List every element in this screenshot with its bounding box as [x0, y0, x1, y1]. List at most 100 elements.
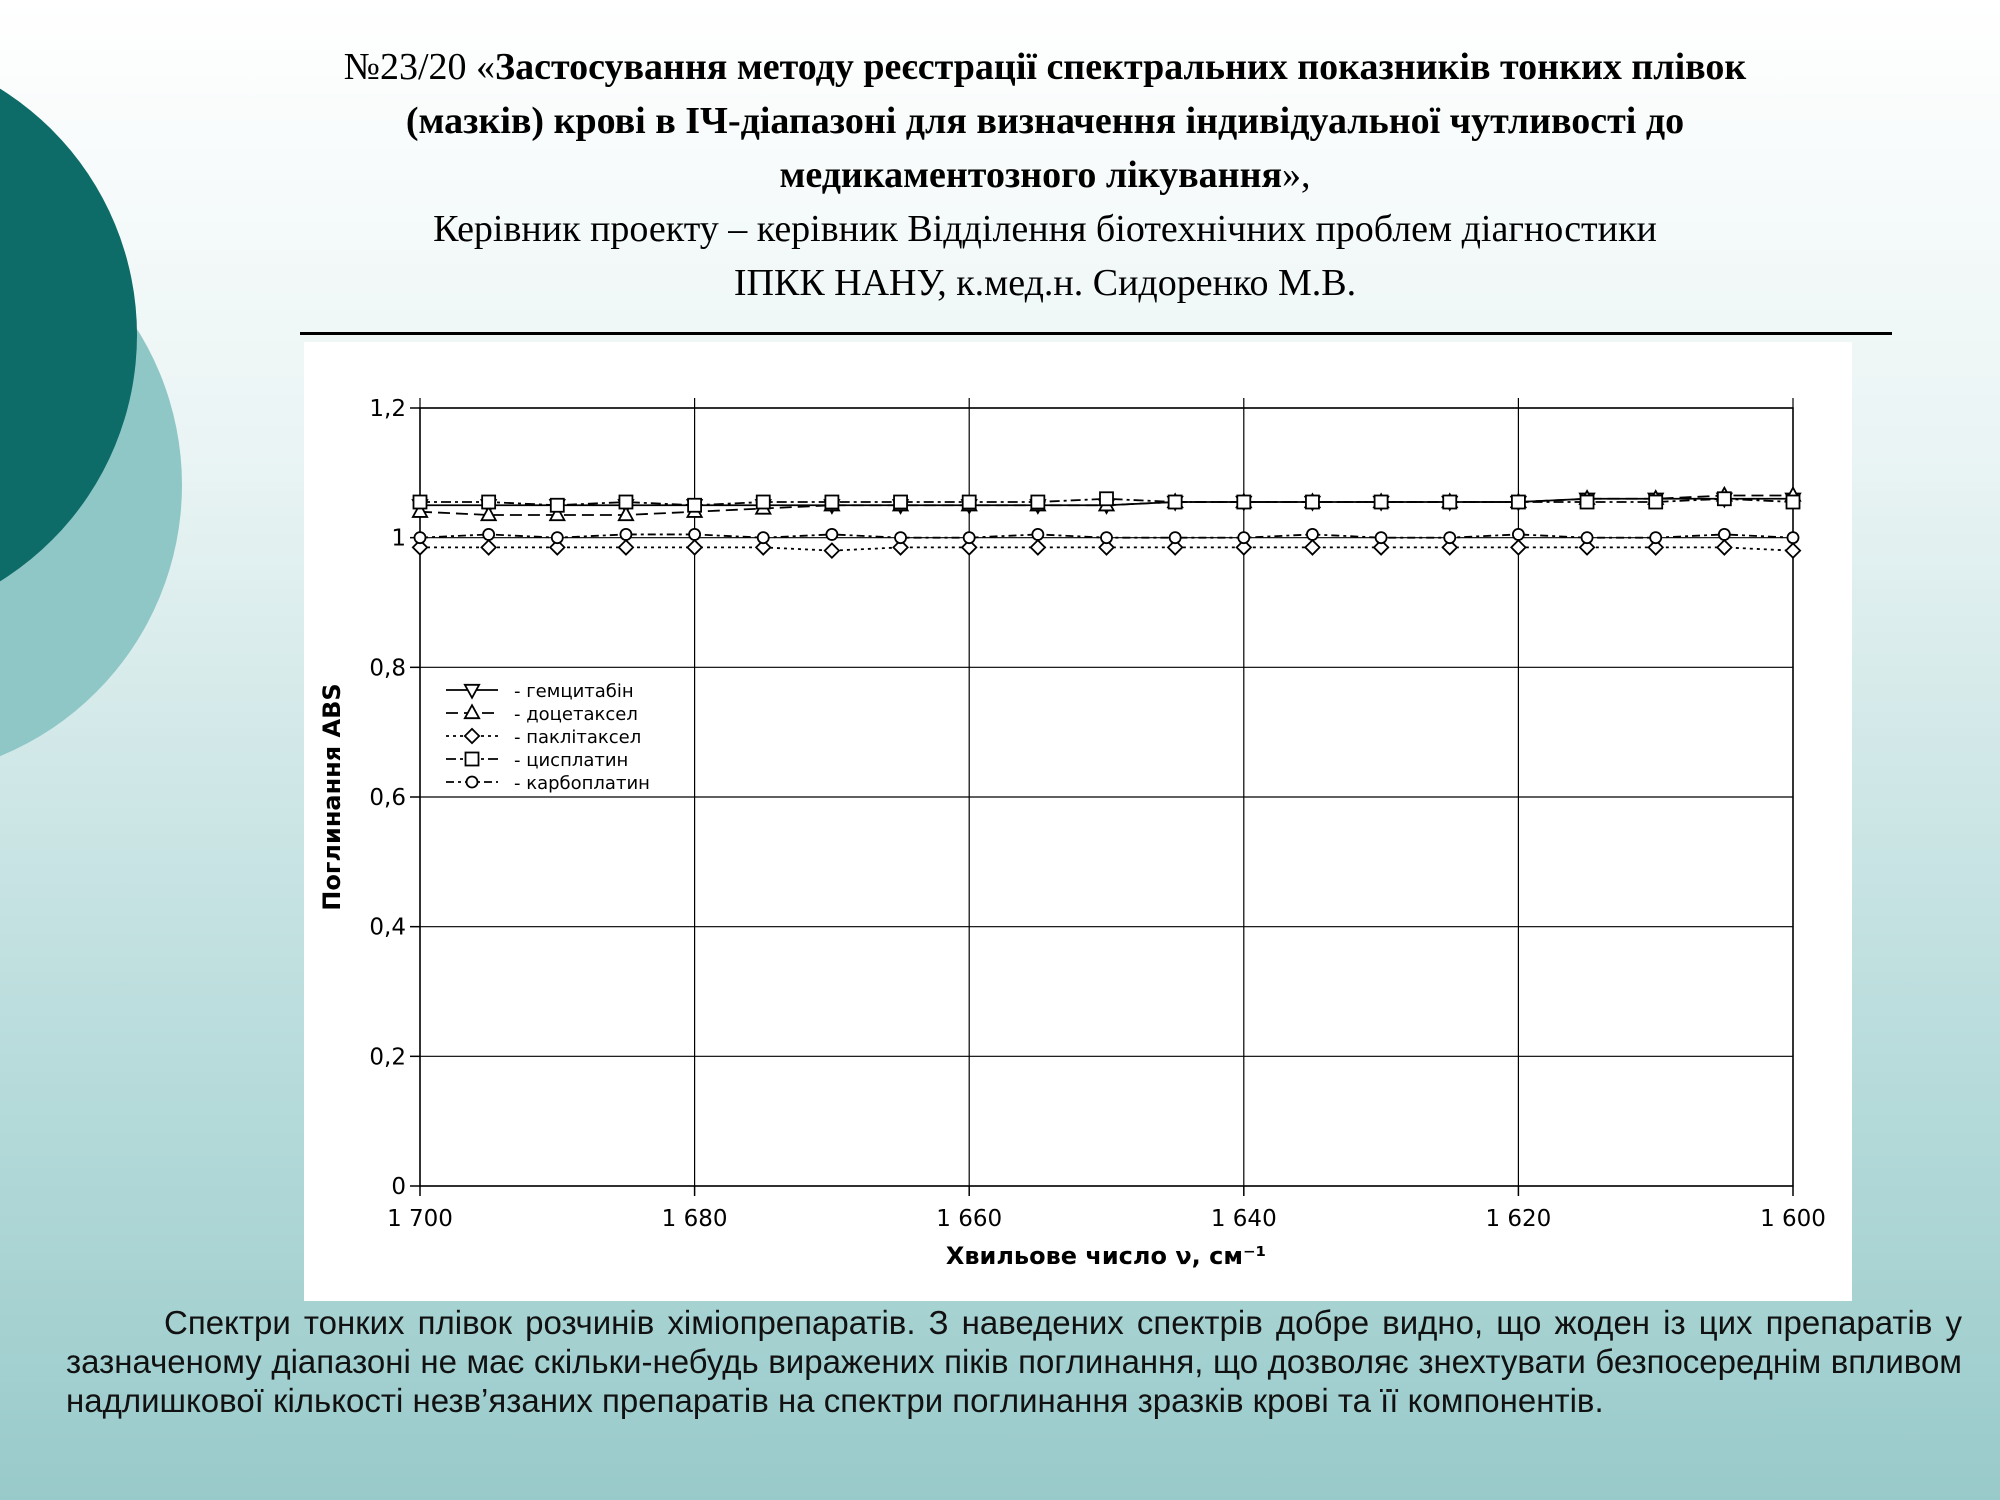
x-tick-label: 1 700	[387, 1206, 453, 1232]
data-point	[1166, 538, 1184, 556]
data-point	[1785, 494, 1801, 510]
chart-background	[304, 342, 1852, 1301]
data-point	[1305, 494, 1320, 510]
data-point	[1167, 494, 1183, 510]
data-point	[1717, 527, 1731, 541]
data-point	[548, 538, 566, 556]
title-end: »,	[1282, 154, 1311, 196]
title-line: медикаментозного лікування»,	[0, 148, 2000, 202]
divider	[300, 332, 1892, 335]
x-tick-label: 1 600	[1760, 1206, 1826, 1232]
data-point	[480, 538, 498, 556]
legend-marker	[465, 775, 479, 789]
data-point	[823, 542, 841, 560]
data-point	[962, 531, 976, 545]
data-point	[960, 538, 978, 556]
data-point	[411, 538, 429, 556]
data-point	[413, 531, 427, 545]
data-point	[824, 494, 840, 510]
data-point	[619, 527, 633, 541]
data-point	[1374, 531, 1388, 545]
title-line: №23/20 «Застосування методу реєстрації с…	[0, 40, 2000, 94]
data-point	[1306, 527, 1319, 541]
data-point	[1441, 538, 1459, 556]
data-point	[1716, 491, 1732, 507]
data-point	[1236, 494, 1252, 510]
data-point	[1098, 538, 1115, 556]
data-point	[1237, 531, 1251, 545]
dark-circle	[0, 88, 137, 582]
data-point	[1029, 538, 1047, 556]
data-point	[411, 502, 429, 518]
data-point	[961, 494, 977, 510]
data-point	[825, 527, 839, 541]
title-text: Застосування методу реєстрації спектраль…	[495, 46, 1747, 88]
x-tick-label: 1 680	[662, 1206, 728, 1232]
x-tick-label: 1 620	[1485, 1206, 1551, 1232]
data-point	[1511, 527, 1525, 541]
data-point	[1372, 538, 1390, 556]
data-point	[479, 505, 498, 522]
data-point	[892, 538, 909, 556]
y-tick-label: 0,8	[369, 655, 406, 681]
plot-frame	[419, 407, 1794, 1187]
subtitle: ІПКК НАНУ, к.мед.н. Сидоренко М.В.	[733, 262, 1357, 304]
data-point	[1099, 491, 1114, 507]
data-point	[548, 505, 566, 522]
legend-label: - карбоплатин	[514, 773, 650, 794]
data-point	[1443, 531, 1457, 545]
data-point	[1647, 538, 1665, 556]
data-point	[1442, 494, 1458, 510]
x-tick-label: 1 640	[1211, 1206, 1277, 1232]
x-tick-label: 1 660	[936, 1206, 1002, 1232]
data-point	[1580, 531, 1594, 545]
data-point	[617, 538, 635, 556]
data-point	[617, 505, 635, 522]
data-point	[1030, 494, 1046, 510]
subtitle: Керівник проекту – керівник Відділення б…	[433, 208, 1657, 250]
data-point	[1784, 542, 1802, 560]
data-point	[412, 494, 428, 510]
data-point	[1509, 538, 1527, 556]
data-point	[481, 494, 497, 510]
data-point	[1715, 538, 1733, 556]
data-point	[686, 538, 704, 556]
data-point	[1168, 531, 1182, 545]
data-point	[1786, 531, 1800, 545]
data-point	[894, 531, 907, 545]
legend-label: - паклітаксел	[514, 727, 641, 748]
title-number: №23/20 «	[343, 46, 496, 88]
data-point	[618, 494, 634, 510]
data-point	[550, 531, 564, 545]
y-tick-label: 1	[391, 526, 406, 552]
data-point	[1100, 531, 1113, 545]
x-axis-label: Хвильове число ν, см⁻¹	[946, 1242, 1266, 1270]
data-point	[687, 497, 702, 513]
data-point	[893, 494, 908, 510]
data-point	[1579, 494, 1595, 510]
data-point	[549, 497, 565, 513]
legend-marker	[464, 751, 480, 767]
title-text: медикаментозного лікування	[779, 154, 1283, 196]
title-text: (мазків) крові в ІЧ-діапазоні для визнач…	[405, 100, 1685, 142]
data-point	[1648, 494, 1664, 510]
y-tick-label: 0,2	[369, 1044, 406, 1070]
data-point	[688, 527, 702, 541]
data-point	[1304, 538, 1321, 556]
data-point	[1031, 527, 1045, 541]
legend-label: - гемцитабін	[514, 681, 634, 702]
data-point	[1578, 538, 1596, 556]
data-point	[1373, 494, 1389, 510]
title-line: (мазків) крові в ІЧ-діапазоні для визнач…	[0, 94, 2000, 148]
legend-marker	[463, 727, 481, 745]
y-tick-label: 0	[391, 1174, 406, 1200]
legend-marker	[463, 703, 481, 720]
data-point	[482, 527, 496, 541]
data-point	[754, 538, 772, 556]
data-point	[1649, 531, 1663, 545]
data-point	[756, 531, 770, 545]
legend-marker	[463, 683, 481, 700]
